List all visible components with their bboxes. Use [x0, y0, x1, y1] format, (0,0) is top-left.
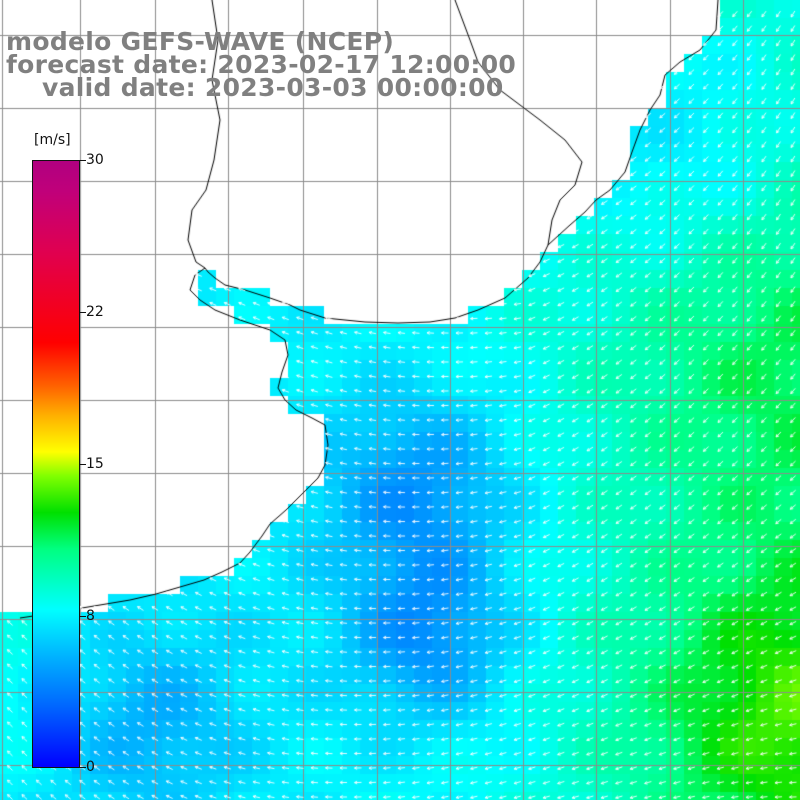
colorbar-tickmark [80, 312, 86, 313]
colorbar-tick-label-30: 30 [86, 152, 104, 168]
colorbar-tickmark [80, 767, 86, 768]
colorbar-unit-label: [m/s] [34, 132, 71, 148]
model-title: modelo GEFS-WAVE (NCEP) [6, 27, 395, 56]
colorbar-tick-label-15: 15 [86, 456, 104, 472]
valid-date-title: valid date: 2023-03-03 00:00:00 [42, 73, 504, 102]
colorbar-tick-label-0: 0 [86, 759, 95, 775]
wind-speed-colorbar [32, 160, 80, 768]
colorbar-tickmark [80, 464, 86, 465]
colorbar-tickmark [80, 616, 86, 617]
colorbar-tick-label-8: 8 [86, 608, 95, 624]
forecast-date-title: forecast date: 2023-02-17 12:00:00 [6, 50, 517, 79]
colorbar-tickmark [80, 160, 86, 161]
colorbar-tick-label-22: 22 [86, 304, 104, 320]
